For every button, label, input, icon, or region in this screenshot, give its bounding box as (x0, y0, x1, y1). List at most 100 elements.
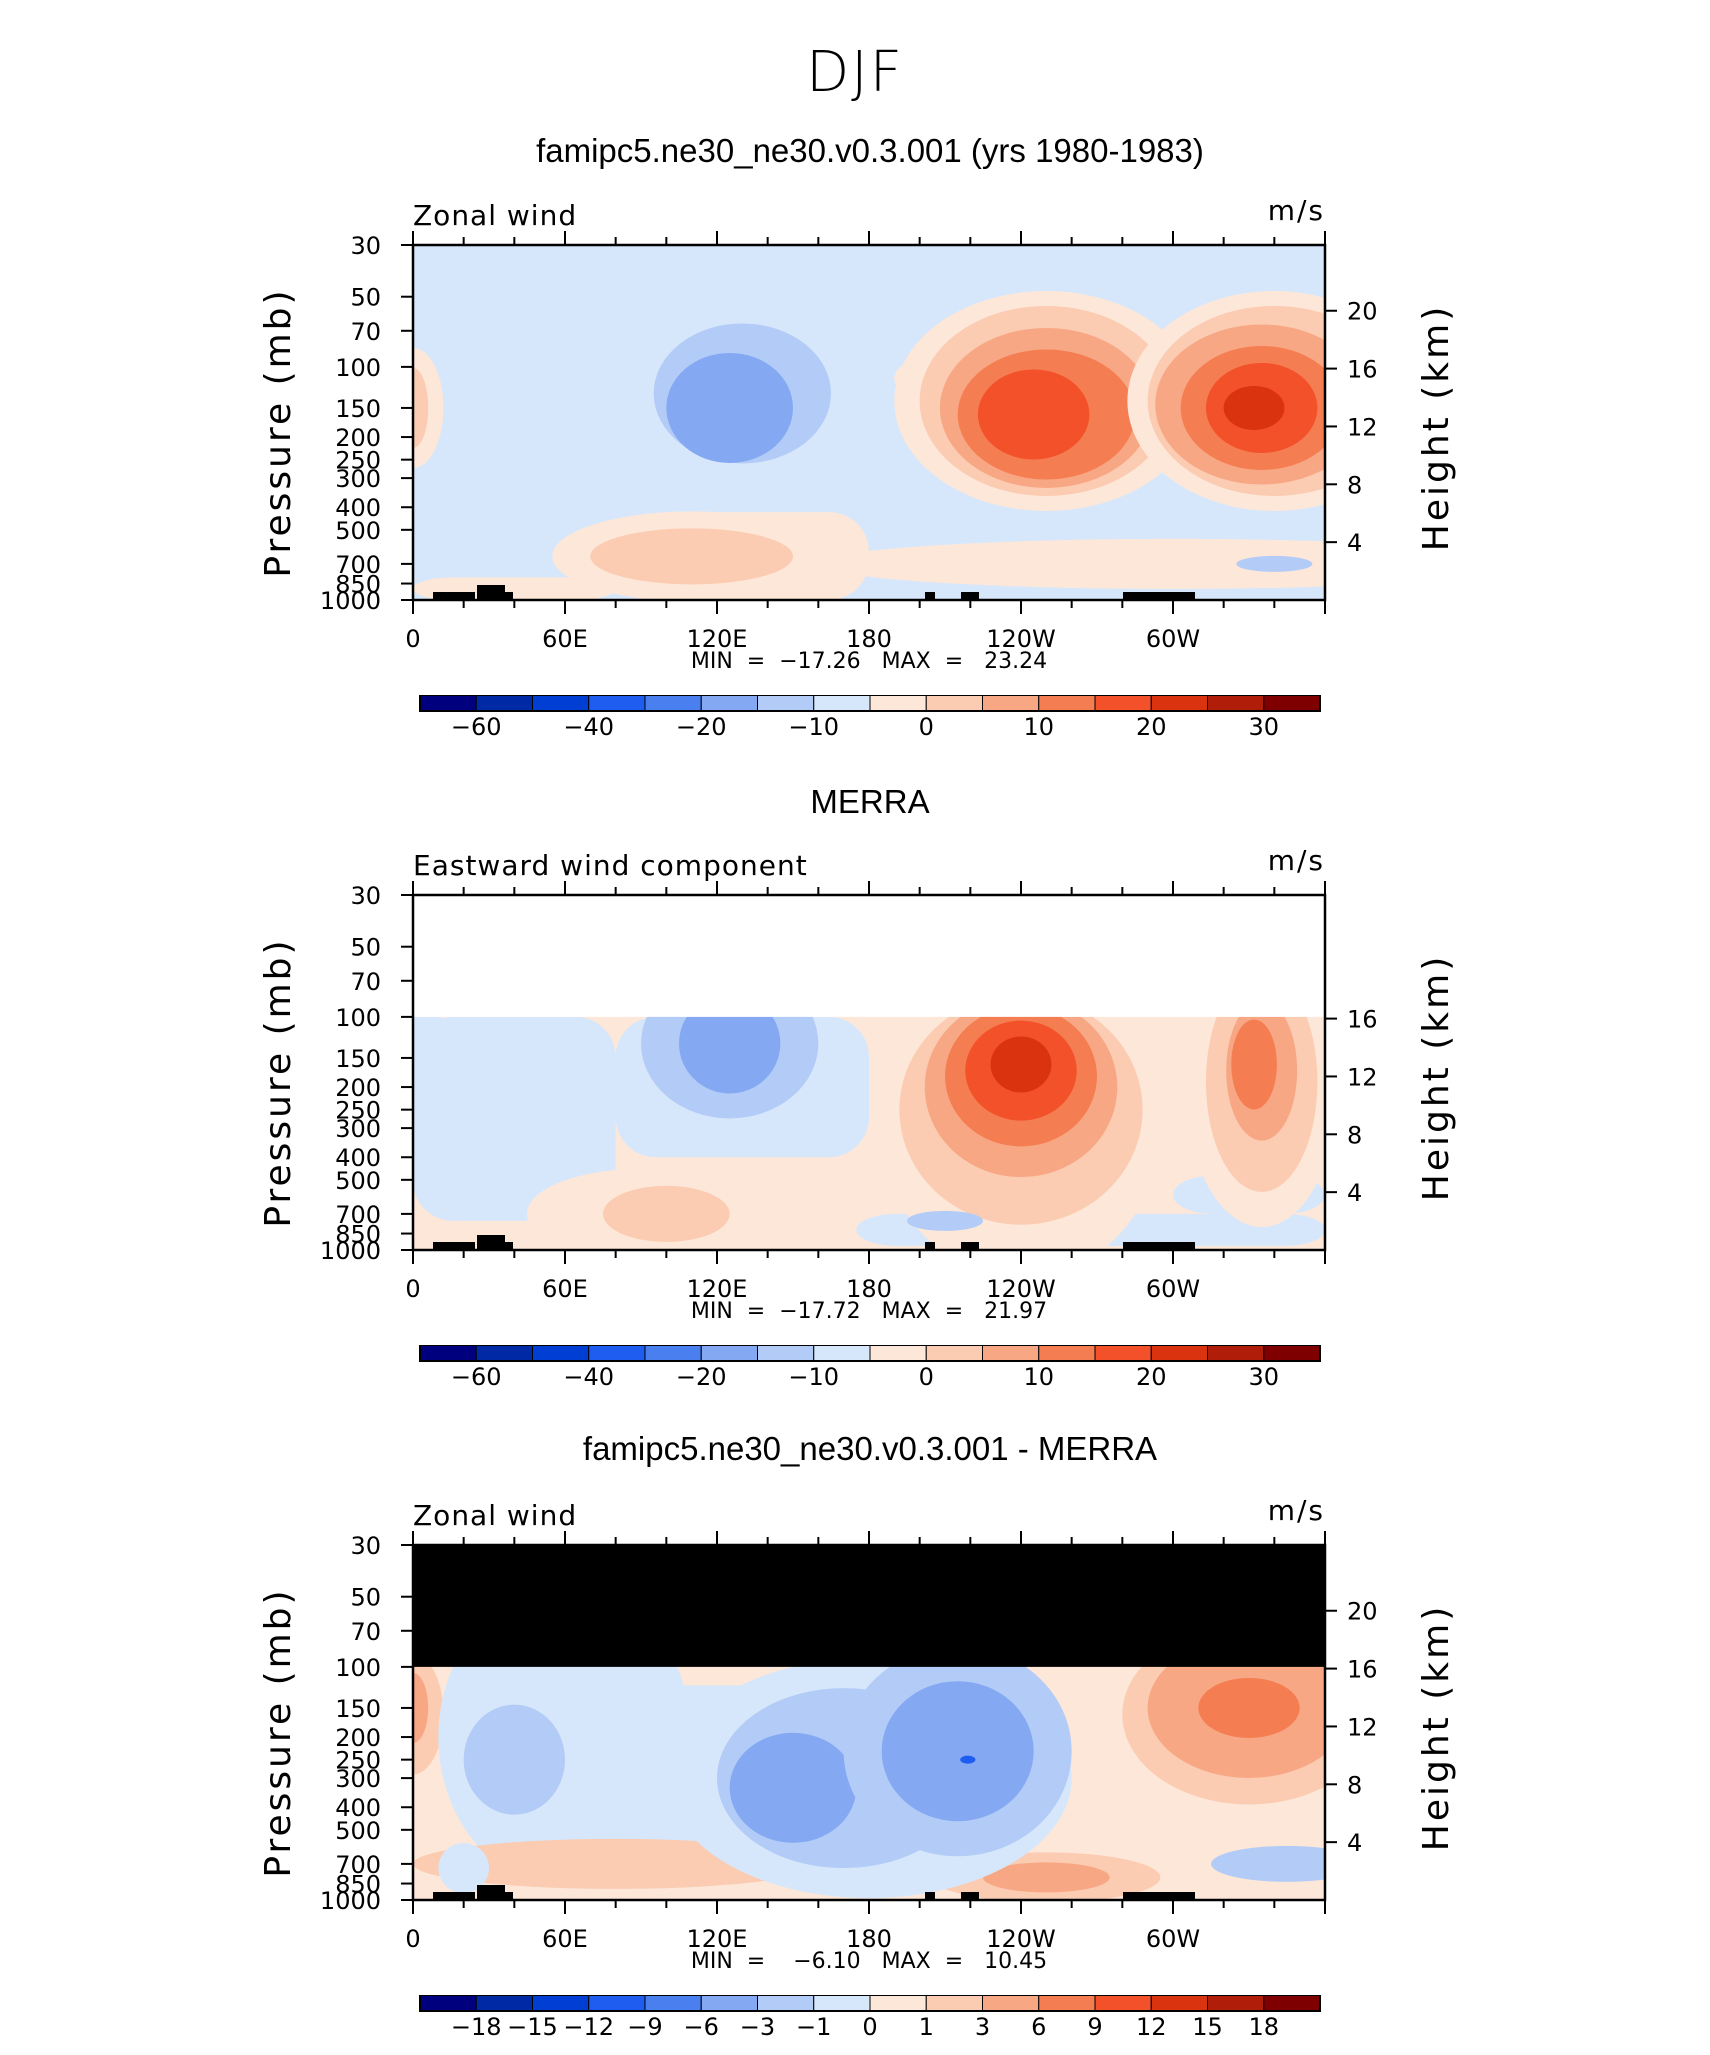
y-tick-label: 500 (335, 1817, 381, 1845)
colorbar-box (588, 1345, 646, 1362)
colorbar-box (419, 1345, 477, 1362)
topography (477, 585, 505, 600)
contour-blob (729, 1732, 857, 1843)
contour-blob (1236, 555, 1313, 572)
contour-blob (977, 369, 1090, 460)
colorbar-frame (419, 1345, 1321, 1362)
panel-title: famipc5.ne30_ne30.v0.3.001 (yrs 1980-198… (536, 132, 1204, 169)
colorbar-box (1263, 695, 1321, 712)
y2-tick-label: 4 (1347, 1829, 1362, 1857)
y-tick-label: 700 (335, 551, 381, 579)
colorbar-label: −40 (563, 713, 614, 741)
colorbar-label: 20 (1136, 713, 1167, 741)
units-string: m/s (1268, 1494, 1325, 1527)
contour-blob (907, 1210, 983, 1231)
colorbar-label: 10 (1023, 713, 1054, 741)
y2-axis-title: Height (km) (1416, 304, 1457, 551)
topography (433, 592, 475, 600)
x-tick-label: 120E (687, 625, 748, 653)
colorbar-box (588, 695, 646, 712)
contour-blob (1211, 1845, 1325, 1882)
colorbar-box (982, 1995, 1040, 2012)
y-tick-label: 100 (335, 1004, 381, 1032)
y-tick-label: 150 (335, 1045, 381, 1073)
y-tick-label: 50 (350, 1584, 381, 1612)
contour-blob (990, 1036, 1052, 1093)
y-tick-label: 400 (335, 1144, 381, 1172)
colorbar-3: −18 −15 −12 −9 −6 −3 −1 0 1 3 6 9 12 15 18 (419, 1995, 1321, 2041)
colorbar-label: −15 (507, 2013, 558, 2041)
x-tick-label: 60E (542, 1275, 588, 1303)
contour-blob (666, 352, 794, 463)
colorbar-label: 18 (1248, 2013, 1279, 2041)
colorbar-box (1207, 695, 1265, 712)
units-string: m/s (1268, 194, 1325, 227)
contour-blob (881, 1681, 1034, 1822)
panel-title: MERRA (810, 783, 930, 820)
y-tick-label: 850 (335, 1871, 381, 1899)
y2-tick-label: 4 (1347, 1179, 1362, 1207)
contour-field (413, 245, 1325, 600)
x-tick-label: 0 (405, 1925, 420, 1953)
y-tick-label: 30 (350, 1532, 381, 1560)
x-tick-label: 60W (1146, 625, 1200, 653)
contour-blob (983, 1862, 1110, 1893)
topography (1123, 1892, 1195, 1900)
colorbar-label: −1 (796, 2013, 831, 2041)
colorbar-box (644, 1995, 702, 2012)
colorbar-frame (419, 1995, 1321, 2012)
colorbar-box (1150, 695, 1208, 712)
y-tick-label: 100 (335, 354, 381, 382)
topography (1123, 1242, 1195, 1250)
colorbar-frame (419, 695, 1321, 712)
colorbar-box (475, 1995, 533, 2012)
y-tick-label: 50 (350, 934, 381, 962)
topography (961, 592, 979, 600)
y2-tick-label: 12 (1347, 1713, 1378, 1741)
units-string: m/s (1268, 844, 1325, 877)
colorbar-box (1094, 1345, 1152, 1362)
y-tick-label: 400 (335, 1794, 381, 1822)
contour-field (413, 1545, 1325, 1900)
panel-title: famipc5.ne30_ne30.v0.3.001 - MERRA (582, 1430, 1158, 1467)
contour-region (413, 366, 730, 513)
y-axis-title: Pressure (mb) (258, 1587, 299, 1877)
colorbar-label: −10 (788, 713, 839, 741)
y-tick-label: 700 (335, 1851, 381, 1879)
colorbar-box (813, 1995, 871, 2012)
y-tick-label: 30 (350, 882, 381, 910)
x-tick-label: 60W (1146, 1275, 1200, 1303)
contour-blob (438, 1843, 489, 1894)
topography (961, 1892, 979, 1900)
y2-tick-label: 8 (1347, 1771, 1362, 1799)
y2-axis-title: Height (km) (1416, 1604, 1457, 1851)
colorbar-box (757, 695, 815, 712)
colorbar-label: 1 (919, 2013, 934, 2041)
topography (477, 1235, 505, 1250)
y2-tick-label: 16 (1347, 356, 1378, 384)
colorbar-box (757, 1345, 815, 1362)
colorbar-box (644, 695, 702, 712)
contour-region (413, 1016, 616, 1221)
y2-tick-label: 16 (1347, 1656, 1378, 1684)
colorbar-label: 30 (1248, 1363, 1279, 1391)
colorbar-box (475, 1345, 533, 1362)
contour-blob (413, 994, 451, 1135)
colorbar-box (869, 695, 927, 712)
colorbar-label: 3 (975, 2013, 990, 2041)
panel-3-plot: 0 60E 120E 180 120W 60W3050701001502002503004… (258, 1494, 1457, 1974)
contour-field (413, 895, 1325, 1250)
y-tick-label: 250 (335, 1747, 381, 1775)
contour-blob (818, 538, 1325, 589)
x-tick-label: 60W (1146, 1925, 1200, 1953)
colorbar-label: 20 (1136, 1363, 1167, 1391)
colorbar-box (813, 695, 871, 712)
colorbar-label: 6 (1031, 2013, 1046, 2041)
y-tick-label: 30 (350, 232, 381, 260)
y-tick-label: 150 (335, 1695, 381, 1723)
colorbar-label: −18 (451, 2013, 502, 2041)
colorbar-box (925, 1345, 983, 1362)
x-tick-label: 180 (846, 625, 892, 653)
y2-tick-label: 16 (1347, 1006, 1378, 1034)
colorbar-label: 30 (1248, 713, 1279, 741)
